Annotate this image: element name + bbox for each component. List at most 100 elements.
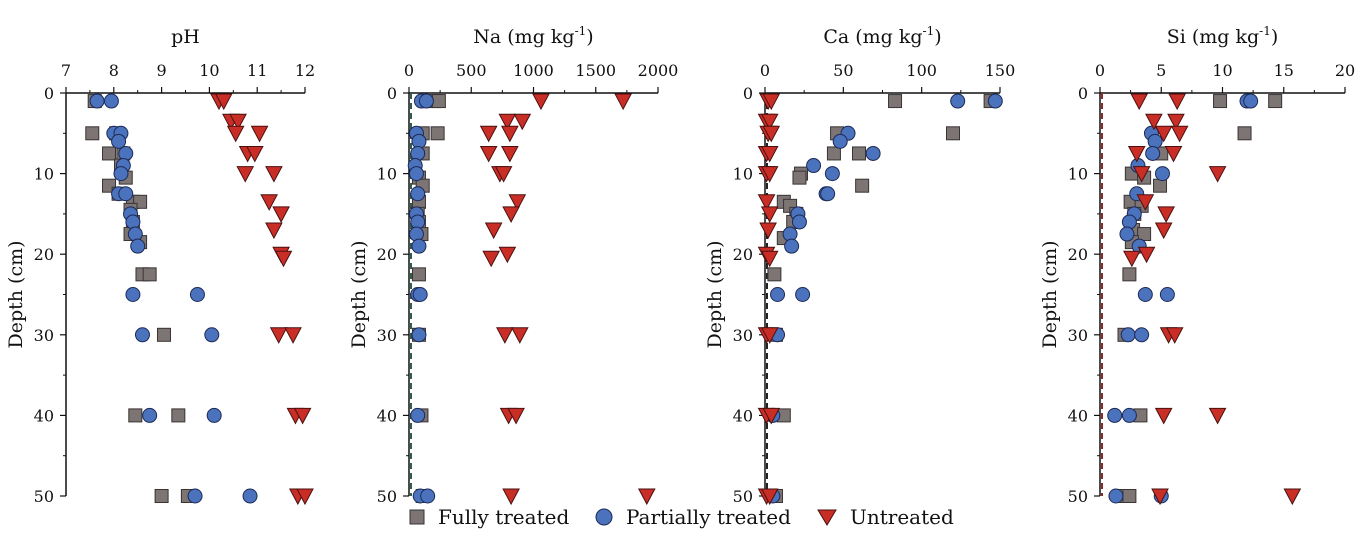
y-tick-label: 0 [1078,84,1088,103]
untreated-point [214,93,233,111]
y-tick-label: 40 [733,406,753,425]
y-tick-label: 50 [377,487,397,506]
untreated-point [1154,125,1173,143]
untreated-point [1130,93,1149,111]
partially-treated-point [408,226,424,242]
legend-item-fully-treated: Fully treated [408,505,569,529]
x-tick-label: 50 [833,61,853,80]
title-end: ) [1271,26,1278,48]
untreated-point [496,327,514,344]
partially-treated-point [130,238,146,254]
y-tick-label: 10 [377,165,397,184]
partially-treated-point [832,133,848,149]
partially-treated-point [950,93,966,109]
untreated-point [1151,488,1169,506]
fully-treated-point [430,126,445,141]
partially-treated-point [1120,327,1136,343]
untreated-point [1145,113,1163,131]
y-axis-label: Depth (cm) [5,240,27,348]
partially-treated-point [242,488,258,504]
untreated-point [272,206,290,223]
title-superscript: -1 [923,24,935,38]
untreated-point [501,125,519,143]
fully-treated-point [128,408,143,423]
x-tick-label: 9 [157,61,167,80]
x-tick-label: 10 [1212,61,1232,80]
partially-treated-point [770,287,786,302]
fully-treated-point [171,408,186,423]
partially-treated-point [806,158,822,174]
panel-title: pH [171,26,200,48]
untreated-point [226,125,245,143]
fully-treated-point [1213,94,1228,109]
fully-treated-point [855,178,870,193]
x-tick-label: 1500 [575,61,616,80]
y-axis-label: Depth (cm) [704,240,726,348]
x-tick-label: 11 [247,61,267,80]
untreated-point [508,194,527,211]
untreated-point [274,250,293,268]
untreated-point [296,488,314,506]
y-tick-label: 40 [1068,406,1088,425]
partially-treated-point [118,186,134,202]
x-tick-label: 0 [1095,61,1105,80]
untreated-point [760,327,779,344]
y-tick-label: 30 [34,326,54,345]
y-tick-label: 40 [34,406,54,425]
untreated-point [229,113,247,131]
x-tick-label: 1000 [513,61,554,80]
untreated-point [759,222,777,240]
untreated-point [760,250,779,268]
y-tick-label: 0 [743,84,753,103]
legend-label-untreated: Untreated [850,505,954,529]
untreated-point [513,113,532,131]
partially-treated-point [791,214,807,230]
fully-treated-point [946,126,960,141]
partially-treated-point [420,488,436,504]
partially-treated-point [1107,407,1123,423]
untreated-point [1127,145,1146,163]
y-tick-label: 0 [387,84,397,103]
fully-treated-point [826,146,841,161]
fully-treated-point [1122,489,1137,503]
untreated-point [1208,166,1227,183]
y-tick-label: 20 [1068,245,1088,264]
partially-treated-point [412,287,428,302]
untreated-point [498,113,517,131]
untreated-point [1170,125,1189,143]
fully-treated-point [1137,227,1152,242]
partially-treated-point [125,287,141,302]
untreated-point [501,145,519,163]
fully-treated-point [411,267,426,282]
partially-treated-point [1159,287,1175,302]
untreated-point [637,488,656,506]
fully-treated-point [792,170,807,185]
untreated-point [507,407,525,425]
fully-treated-point [852,146,866,161]
x-tick-label: 5 [1156,61,1166,80]
legend-item-partially-treated: Partially treated [594,505,791,529]
untreated-point [532,93,550,111]
panel-title: Na (mg kg-1) [473,24,593,48]
y-tick-label: 30 [377,326,397,345]
y-tick-label: 40 [377,406,397,425]
title-end: ) [586,26,593,48]
legend-label-partially-treated: Partially treated [626,505,791,529]
untreated-point [502,488,520,506]
untreated-point [757,194,776,211]
untreated-point [760,145,779,163]
partially-treated-point [1121,214,1137,230]
y-tick-label: 0 [44,84,54,103]
x-tick-label: 0 [760,61,770,80]
untreated-point [1167,113,1185,131]
partially-treated-point [187,488,203,504]
partially-treated-point [125,214,141,230]
partially-treated-point [1134,327,1150,343]
partially-treated-point [89,93,105,109]
partially-treated-point [1121,407,1137,423]
x-tick-label: 12 [295,61,315,80]
partially-treated-point [820,186,836,202]
title-end: ) [934,26,941,48]
untreated-point [1132,166,1151,183]
